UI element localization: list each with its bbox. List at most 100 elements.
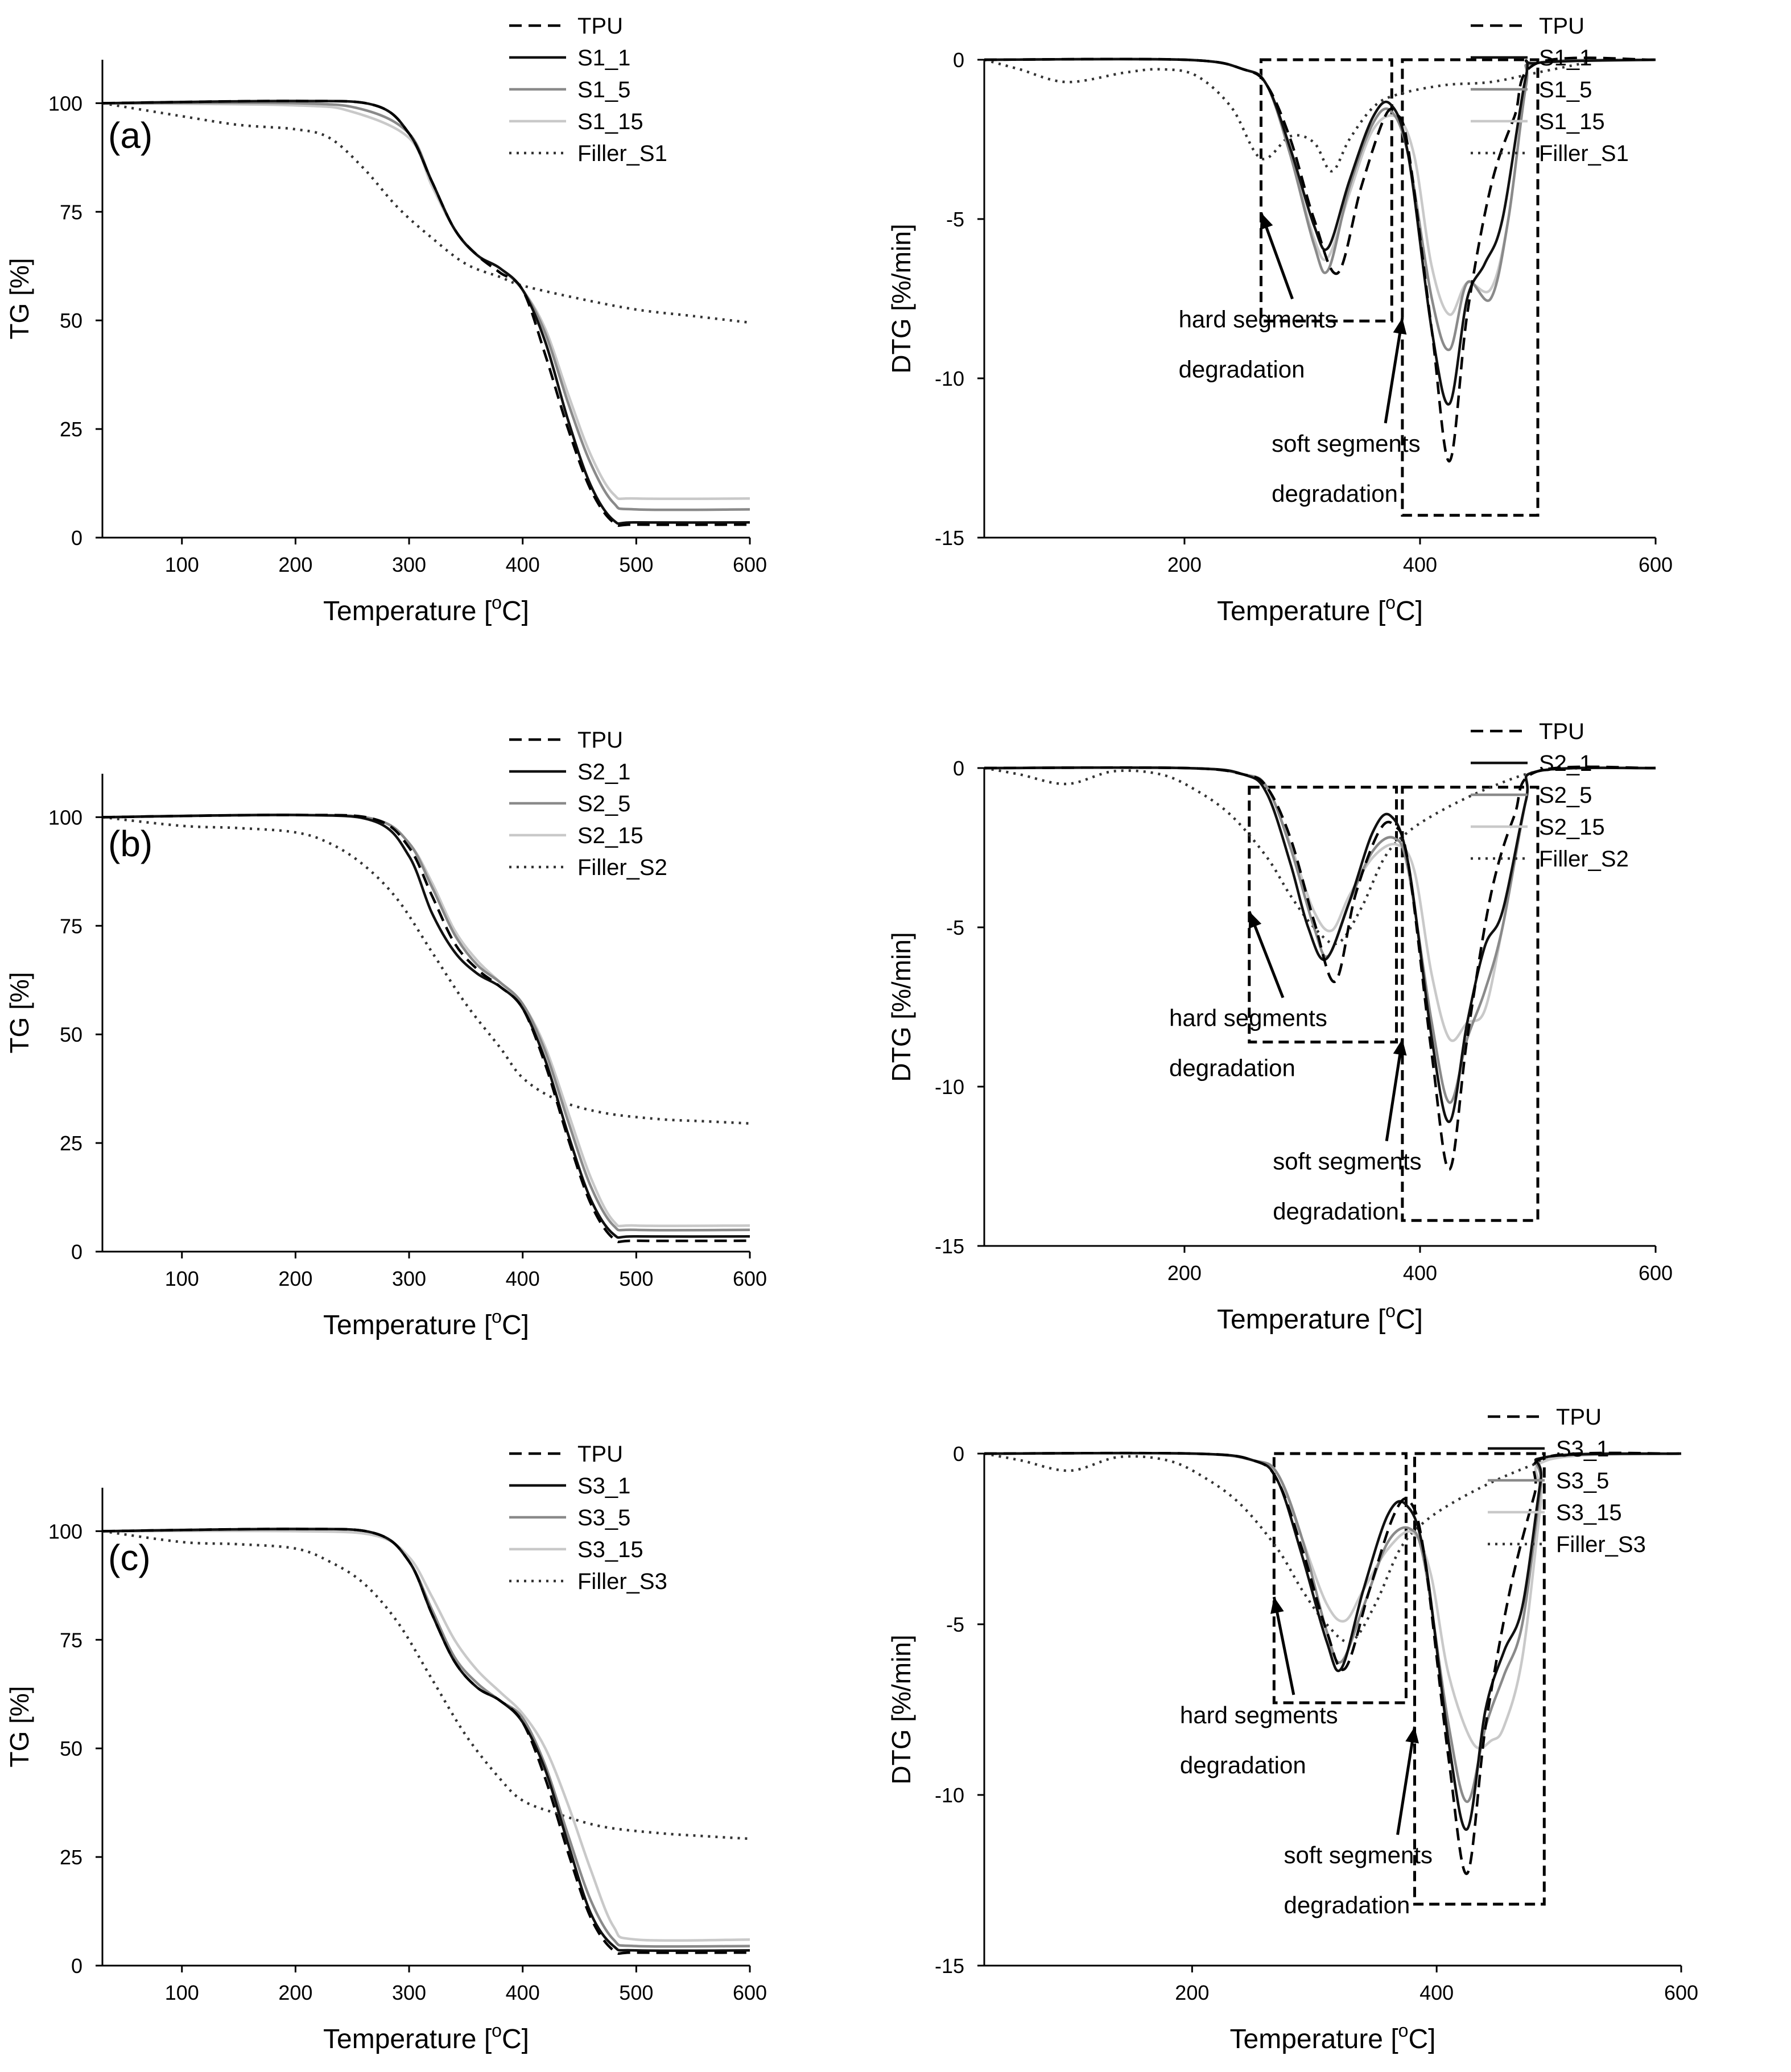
series-line-s2-1 (984, 766, 1656, 1123)
series-line-filler-s3 (984, 1452, 1608, 1644)
x-tick-label: 300 (392, 553, 426, 576)
legend-label: TPU (1539, 14, 1584, 39)
y-tick-label: 75 (60, 914, 82, 938)
legend-label: S3_1 (577, 1473, 630, 1499)
x-axis-label-main: Temperature [ (323, 2024, 492, 2054)
x-tick-label: 200 (278, 553, 312, 576)
x-axis-label-main: Temperature [ (1230, 2024, 1398, 2054)
annotation-text-line1: hard segments (1179, 306, 1337, 332)
x-tick-label: 600 (1639, 1261, 1673, 1285)
x-axis-label: Temperature [oC] (1217, 592, 1423, 626)
annotation-text-line2: degradation (1179, 356, 1305, 382)
y-tick-label: -15 (935, 1235, 964, 1258)
y-tick-label: -10 (935, 367, 964, 390)
y-tick-label: 25 (60, 418, 82, 441)
x-axis-label-unit: C] (1396, 1305, 1423, 1335)
y-tick-label: 50 (60, 1023, 82, 1046)
legend-label: S2_1 (577, 760, 630, 785)
x-tick-label: 500 (619, 1981, 653, 2004)
y-tick-label: 100 (48, 806, 82, 829)
y-tick-label: 0 (71, 1954, 82, 1978)
y-axis-label: DTG [%/min] (886, 932, 916, 1082)
annotation-box (1248, 786, 1398, 1044)
x-tick-label: 400 (1403, 1261, 1437, 1285)
series-line-filler-s2 (984, 766, 1585, 946)
annotation-text-line2: degradation (1180, 1752, 1306, 1778)
x-axis-label: Temperature [oC] (323, 592, 529, 626)
y-tick-label: 0 (953, 48, 964, 72)
y-tick-label: 25 (60, 1132, 82, 1155)
x-tick-label: 600 (733, 1981, 767, 2004)
series-line-filler-s2 (102, 816, 750, 1125)
x-axis-label-main: Temperature [ (1217, 1305, 1385, 1335)
x-tick-label: 600 (733, 1267, 767, 1290)
series-line-s3-1 (984, 1451, 1682, 1831)
annotation-arrowhead (1248, 911, 1262, 929)
annotation-text-line2: degradation (1284, 1892, 1410, 1918)
x-axis-label: Temperature [oC] (323, 2020, 529, 2054)
annotation-text-line1: soft segments (1273, 1148, 1421, 1175)
x-axis-label: Temperature [oC] (323, 1306, 529, 1340)
y-axis-label: TG [%] (5, 258, 34, 339)
annotation-arrowhead (1270, 1597, 1284, 1614)
x-tick-label: 600 (1639, 553, 1673, 576)
annotation-box (1272, 1452, 1408, 1704)
legend-label: S1_15 (1539, 109, 1605, 134)
x-tick-label: 200 (278, 1981, 312, 2004)
annotation-arrowhead (1393, 1039, 1407, 1056)
x-axis-label-main: Temperature [ (323, 596, 492, 626)
x-tick-label: 200 (278, 1267, 312, 1290)
panel-label: (c) (108, 1537, 151, 1578)
y-tick-label: 0 (71, 526, 82, 550)
y-tick-label: -5 (946, 916, 964, 939)
panel-a-dtg-chart: 200 400 600 -15 -10 -5 0 Temperature [oC] DTG [%… (886, 14, 1673, 626)
annotation-box (1413, 1452, 1546, 1906)
legend-label: TPU (577, 1442, 623, 1467)
x-axis-label-superscript: o (492, 592, 502, 613)
y-axis-label: DTG [%/min] (886, 224, 916, 373)
x-tick-label: 500 (619, 1267, 653, 1290)
legend-label: S1_1 (1539, 46, 1592, 71)
panel-label: (a) (108, 115, 152, 156)
series-line-tpu (102, 100, 750, 527)
y-tick-label: -15 (935, 526, 964, 550)
x-axis-label: Temperature [oC] (1230, 2020, 1436, 2054)
legend-label: Filler_S3 (577, 1569, 667, 1594)
x-tick-label: 400 (1403, 553, 1437, 576)
panel-b-dtg-chart: 200 400 600 -15 -10 -5 0 Temperature [oC] DTG [%… (886, 719, 1673, 1335)
y-tick-label: -15 (935, 1954, 964, 1978)
annotation-arrow (1396, 1726, 1416, 1835)
x-tick-label: 200 (1175, 1981, 1209, 2004)
series-line-filler-s3 (102, 1530, 750, 1840)
legend-label: S3_15 (1556, 1500, 1622, 1525)
legend-label: Filler_S2 (577, 855, 667, 880)
annotation-arrow (1272, 1596, 1295, 1695)
series-line-s3-5 (984, 1451, 1682, 1803)
x-tick-label: 100 (165, 1267, 199, 1290)
legend-label: S1_5 (577, 77, 630, 102)
y-axis-label: TG [%] (5, 1686, 34, 1767)
x-tick-label: 200 (1167, 1261, 1202, 1285)
panel-label: (b) (108, 823, 152, 864)
panel-c-tg-chart: 100 200 300 400 500 600 0 25 50 75 100 Temperature … (5, 1442, 767, 2054)
x-axis-label-main: Temperature [ (323, 1310, 492, 1340)
y-tick-label: -5 (946, 1613, 964, 1636)
annotation-arrowhead (1393, 317, 1407, 335)
annotation-box (1401, 786, 1540, 1222)
y-tick-label: 100 (48, 1520, 82, 1543)
annotation-text-line2: degradation (1169, 1055, 1295, 1082)
legend-label: S2_5 (1539, 783, 1592, 808)
y-tick-label: -10 (935, 1075, 964, 1099)
annotation-text-line1: hard segments (1180, 1702, 1338, 1728)
x-tick-label: 400 (506, 1981, 540, 2004)
x-tick-label: 500 (619, 553, 653, 576)
x-tick-label: 400 (506, 553, 540, 576)
legend-label: S1_5 (1539, 77, 1592, 102)
legend-label: TPU (577, 14, 623, 39)
y-tick-label: 25 (60, 1846, 82, 1869)
x-axis-label-superscript: o (492, 2020, 502, 2041)
series-line-filler-s1 (102, 102, 750, 324)
x-tick-label: 300 (392, 1267, 426, 1290)
annotation-arrowhead (1405, 1727, 1419, 1744)
legend-label: S3_5 (577, 1505, 630, 1530)
